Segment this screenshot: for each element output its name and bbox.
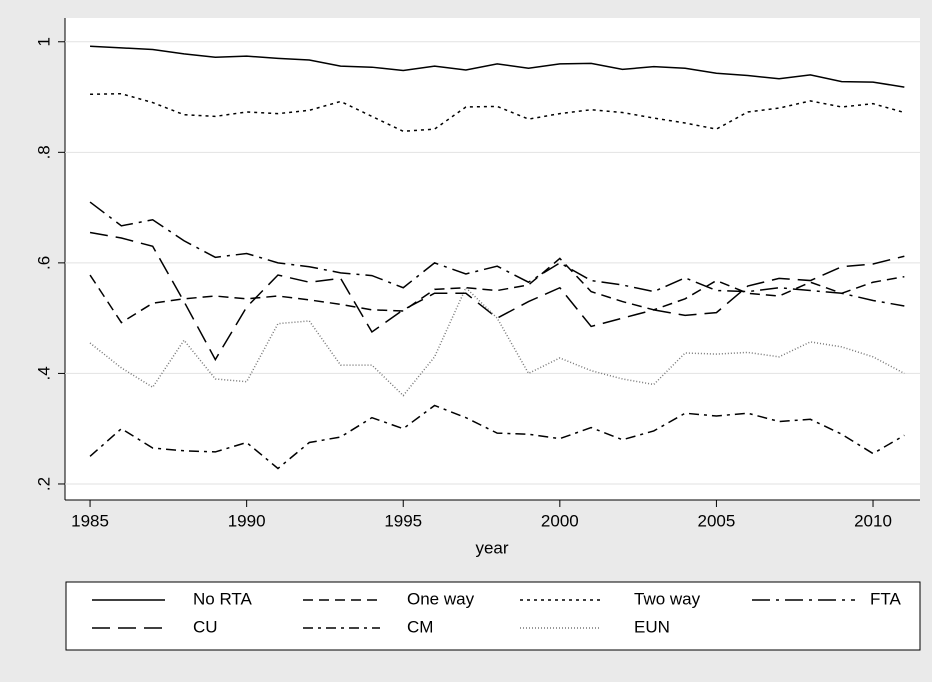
y-tick-label: .4 bbox=[34, 366, 53, 380]
data-line bbox=[89, 231, 905, 362]
plot-area bbox=[65, 18, 920, 500]
data-line bbox=[89, 201, 905, 307]
legend-label: EUN bbox=[634, 617, 670, 636]
x-axis-label: year bbox=[475, 538, 508, 557]
legend-label: CU bbox=[193, 617, 218, 636]
x-tick-label: 1995 bbox=[384, 511, 422, 530]
legend bbox=[65, 581, 921, 651]
data-line bbox=[90, 92, 905, 133]
legend-label: No RTA bbox=[193, 589, 253, 608]
legend-label: Two way bbox=[634, 589, 701, 608]
y-tick-label: .6 bbox=[34, 256, 53, 270]
x-tick-label: 1990 bbox=[228, 511, 266, 530]
x-tick-label: 1985 bbox=[71, 511, 109, 530]
data-line bbox=[89, 404, 905, 470]
legend-label: CM bbox=[407, 617, 433, 636]
x-tick-label: 2005 bbox=[698, 511, 736, 530]
data-line bbox=[90, 45, 905, 88]
y-tick-label: 1 bbox=[34, 37, 53, 46]
data-line bbox=[89, 257, 905, 324]
x-tick-label: 2010 bbox=[854, 511, 892, 530]
y-tick-label: .2 bbox=[34, 477, 53, 491]
legend-label: FTA bbox=[870, 589, 902, 608]
legend-label: One way bbox=[407, 589, 475, 608]
x-tick-label: 2000 bbox=[541, 511, 579, 530]
y-tick-label: .8 bbox=[34, 145, 53, 159]
